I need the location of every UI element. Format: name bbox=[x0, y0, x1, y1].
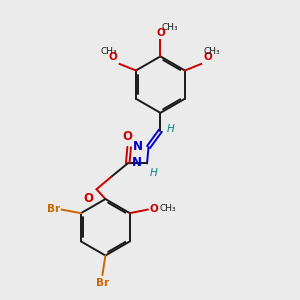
Text: H: H bbox=[167, 124, 175, 134]
Text: CH₃: CH₃ bbox=[204, 47, 220, 56]
Text: O: O bbox=[109, 52, 117, 61]
Text: O: O bbox=[204, 52, 212, 61]
Text: Br: Br bbox=[47, 204, 60, 214]
Text: O: O bbox=[156, 28, 165, 38]
Text: O: O bbox=[123, 130, 133, 143]
Text: CH₃: CH₃ bbox=[162, 23, 178, 32]
Text: H: H bbox=[150, 168, 158, 178]
Text: N: N bbox=[132, 156, 142, 169]
Text: O: O bbox=[149, 204, 158, 214]
Text: CH₃: CH₃ bbox=[160, 205, 176, 214]
Text: CH₃: CH₃ bbox=[100, 47, 117, 56]
Text: N: N bbox=[133, 140, 143, 153]
Text: Br: Br bbox=[96, 278, 109, 288]
Text: O: O bbox=[83, 192, 94, 205]
